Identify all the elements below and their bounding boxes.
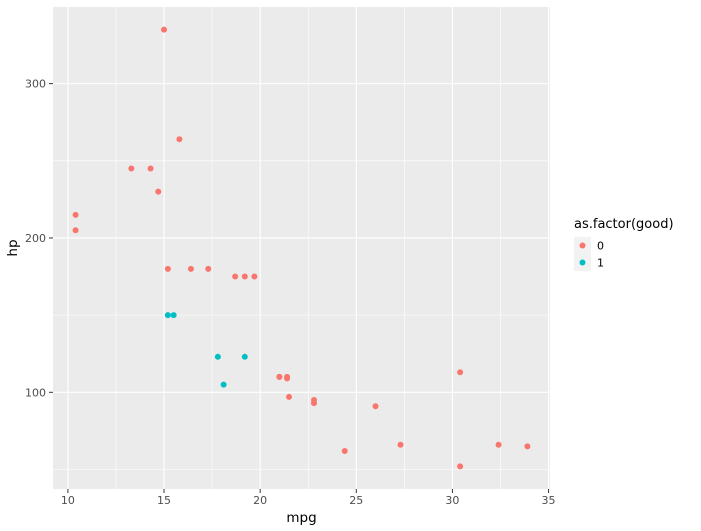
data-point-0: [176, 136, 183, 143]
data-point-0: [161, 26, 168, 33]
data-point-1: [214, 353, 221, 360]
panel-background: [53, 7, 550, 489]
data-point-0: [457, 463, 464, 470]
data-point-0: [187, 265, 194, 272]
y-axis: 100 200 300: [25, 78, 53, 399]
data-point-1: [220, 381, 227, 388]
data-point-0: [241, 273, 248, 280]
legend-label-0: 0: [597, 240, 604, 253]
legend-key-1: [579, 259, 586, 266]
data-point-0: [524, 443, 531, 450]
legend-title: as.factor(good): [574, 217, 674, 232]
y-axis-title: hp: [5, 239, 21, 256]
data-point-0: [205, 265, 212, 272]
data-point-0: [232, 273, 239, 280]
data-point-0: [128, 165, 135, 172]
x-tick-label: 30: [445, 494, 459, 507]
data-point-0: [155, 188, 162, 195]
data-point-0: [495, 441, 502, 448]
y-tick-label: 100: [25, 386, 46, 399]
legend-key-0: [579, 242, 586, 249]
minor-gridlines: [53, 7, 550, 489]
x-tick-label: 35: [542, 494, 556, 507]
x-tick-label: 20: [253, 494, 267, 507]
data-point-0: [284, 375, 291, 382]
data-point-0: [397, 441, 404, 448]
major-gridlines: [53, 7, 550, 489]
data-point-1: [164, 312, 171, 319]
legend-label-1: 1: [597, 257, 604, 270]
data-point-0: [457, 369, 464, 376]
data-point-0: [251, 273, 258, 280]
data-point-0: [72, 211, 79, 218]
y-tick-label: 200: [25, 232, 46, 245]
data-point-0: [164, 265, 171, 272]
data-point-0: [72, 227, 79, 234]
data-point-0: [341, 447, 348, 454]
data-point-0: [276, 373, 283, 380]
x-axis: 10 15 20 25 30 35: [61, 489, 556, 507]
x-tick-label: 10: [61, 494, 75, 507]
data-point-0: [147, 165, 154, 172]
data-point-0: [372, 403, 379, 410]
y-tick-label: 300: [25, 78, 46, 91]
data-points: [72, 26, 531, 470]
data-point-1: [170, 312, 177, 319]
x-axis-title: mpg: [286, 510, 316, 526]
data-point-1: [241, 353, 248, 360]
x-tick-label: 15: [157, 494, 171, 507]
data-point-0: [310, 397, 317, 404]
x-tick-label: 25: [349, 494, 363, 507]
legend: as.factor(good) 0 1: [574, 217, 674, 271]
data-point-0: [286, 393, 293, 400]
